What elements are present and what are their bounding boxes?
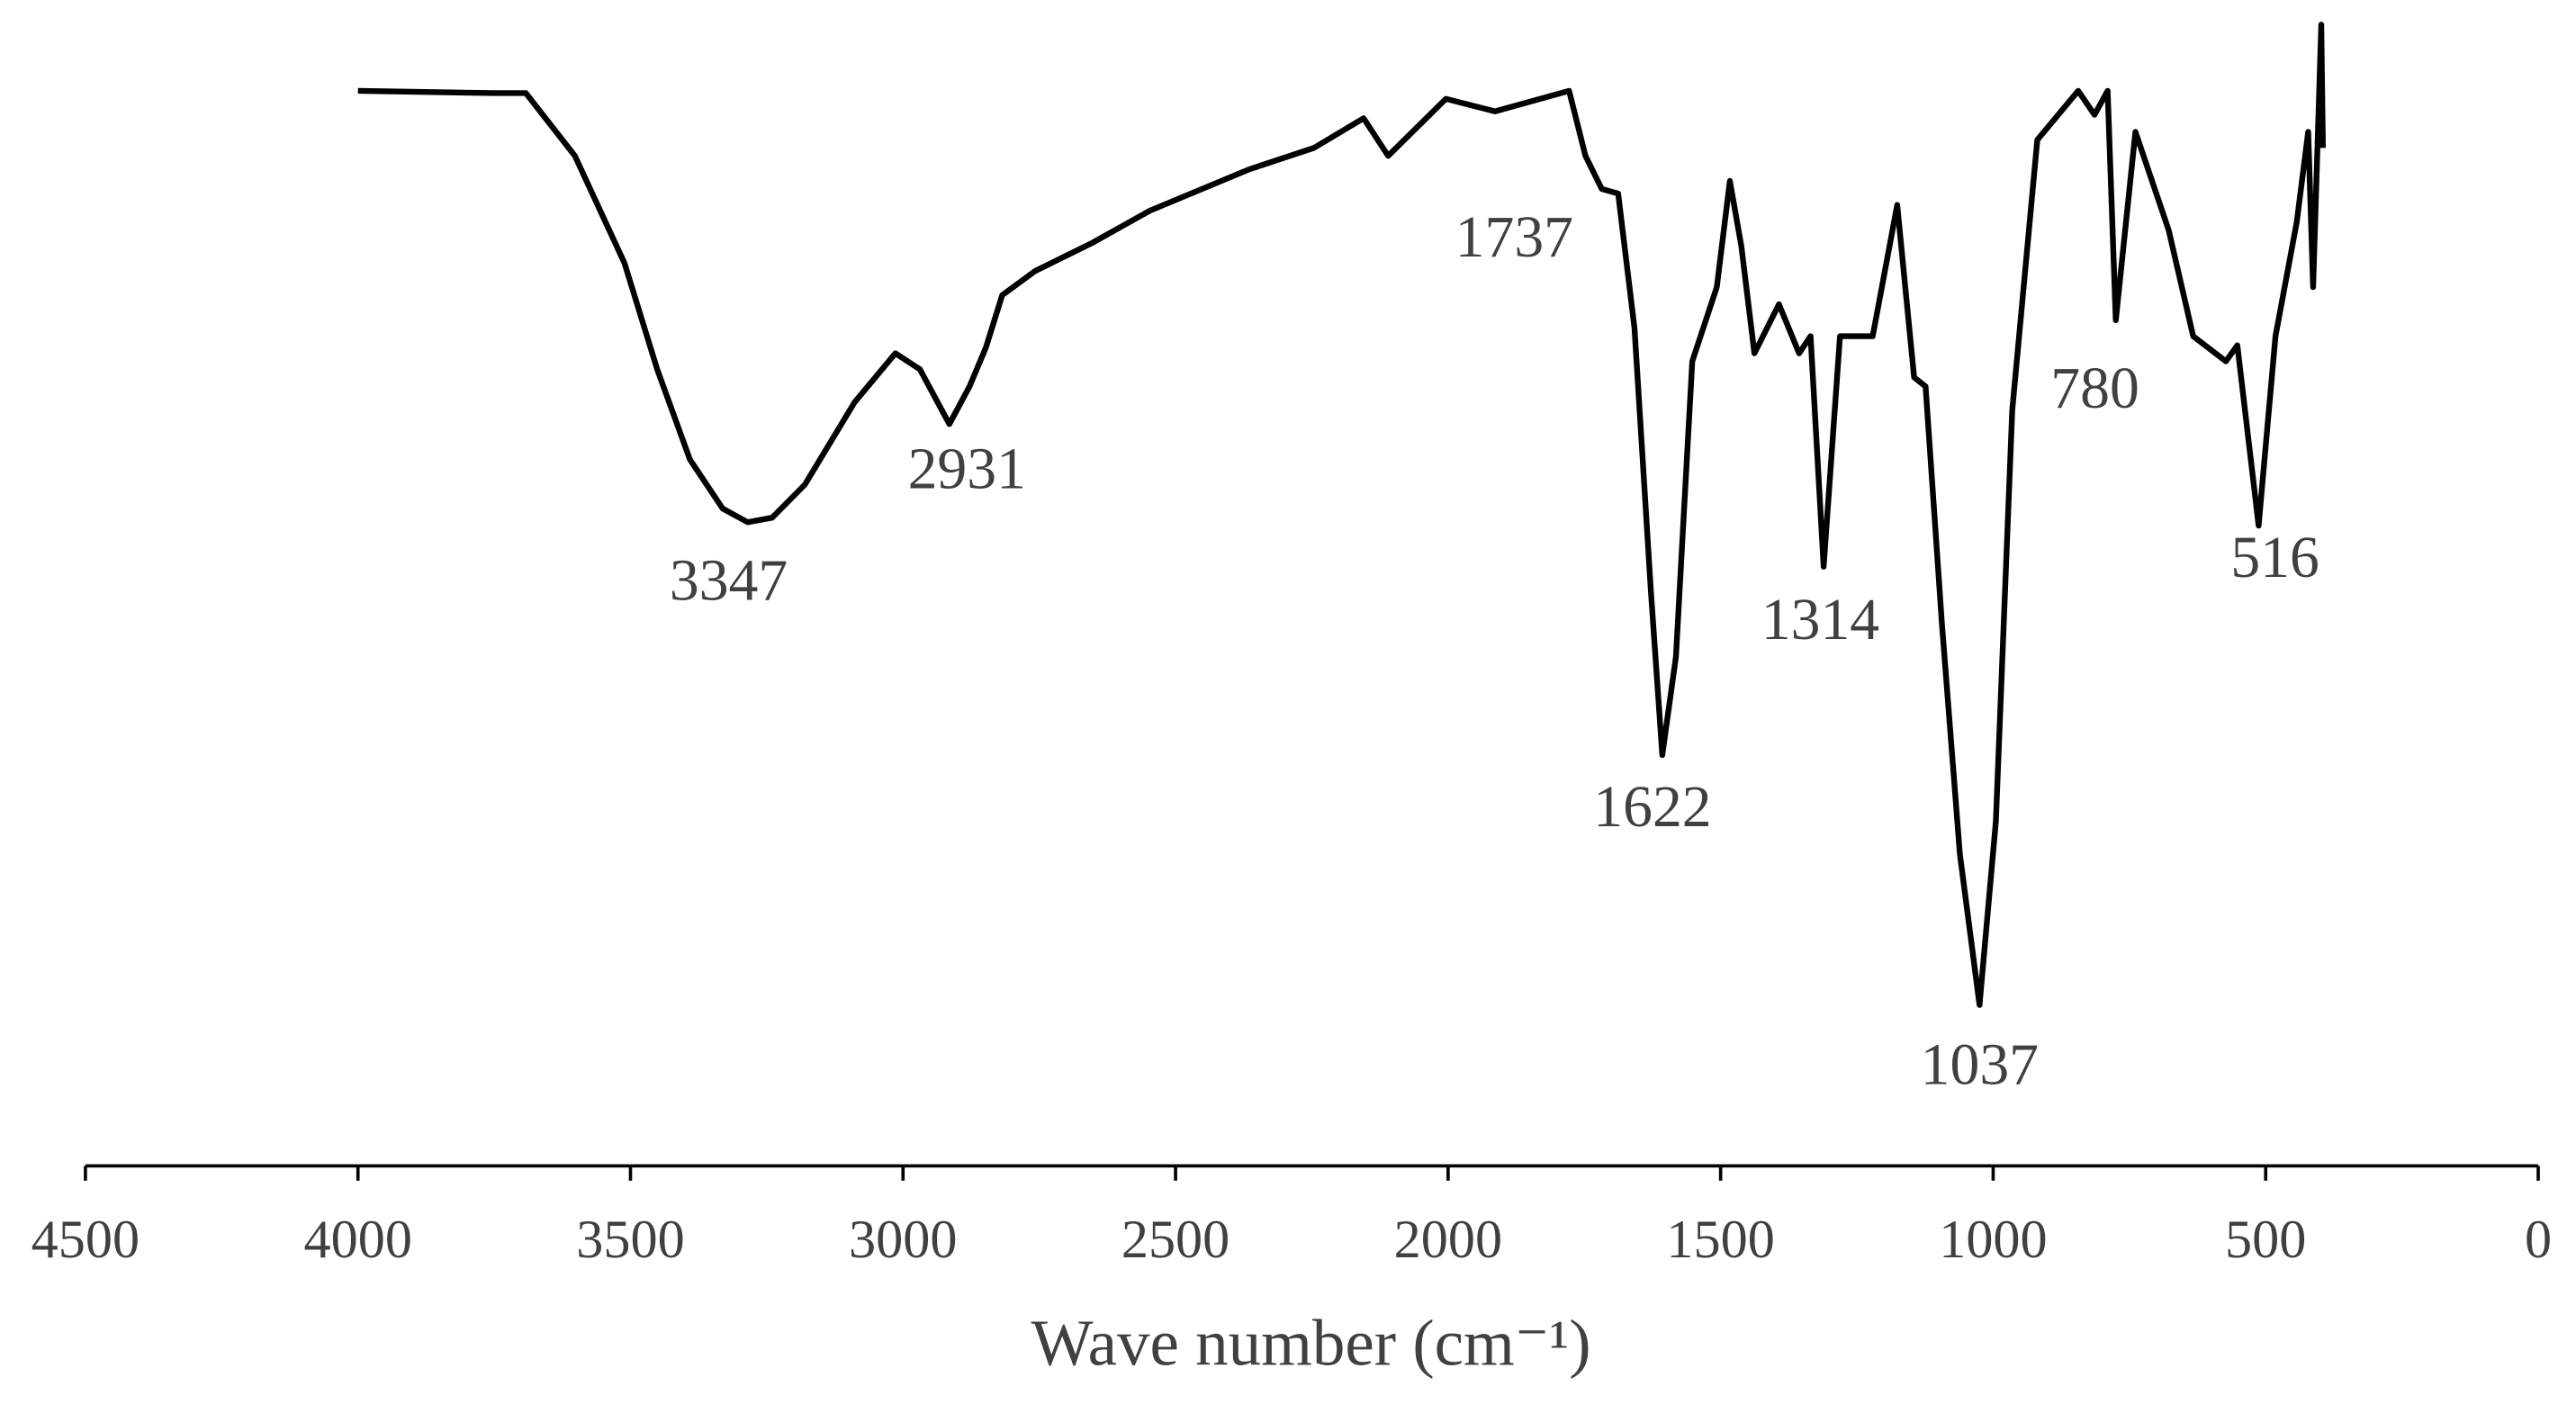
- x-tick-label: 1000: [1939, 1210, 2047, 1270]
- x-tick-label: 2500: [1121, 1210, 1229, 1270]
- x-tick-label: 3000: [849, 1210, 957, 1270]
- x-tick-label: 3500: [576, 1210, 684, 1270]
- spectrum-line: [357, 22, 2327, 1008]
- x-tick-label: 2000: [1394, 1210, 1502, 1270]
- peak-label: 516: [2230, 525, 2319, 590]
- peak-label: 1622: [1593, 774, 1711, 840]
- x-tick-label: 0: [2525, 1210, 2552, 1270]
- x-tick-label: 1500: [1666, 1210, 1774, 1270]
- peak-label: 2931: [908, 436, 1026, 501]
- x-tick-label: 4000: [303, 1210, 411, 1270]
- peak-label: 1037: [1921, 1032, 2039, 1098]
- x-tick-label: 500: [2225, 1210, 2306, 1270]
- peak-label: 1314: [1761, 587, 1879, 652]
- peak-label: 1737: [1455, 204, 1573, 270]
- peak-label: 3347: [670, 547, 788, 613]
- peak-label: 780: [2050, 356, 2139, 421]
- x-axis-title: Wave number (cm⁻¹): [1031, 1307, 1591, 1380]
- x-tick-label: 4500: [32, 1210, 140, 1270]
